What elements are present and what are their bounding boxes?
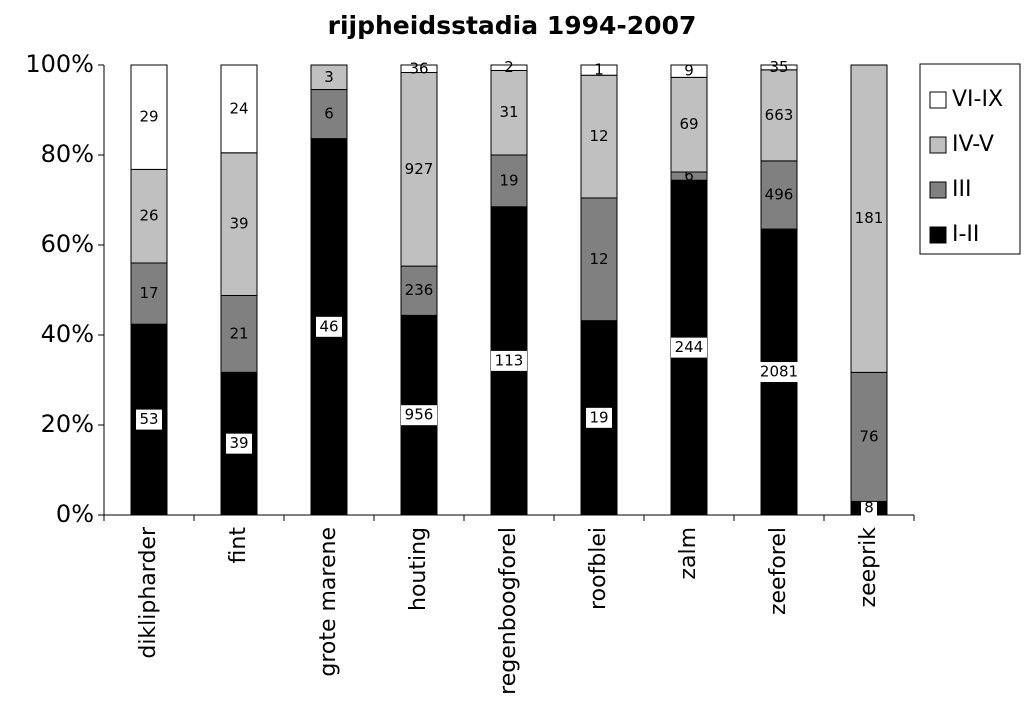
data-label: 26 <box>139 207 158 225</box>
data-label: 29 <box>139 108 158 126</box>
data-label: 36 <box>409 59 428 77</box>
legend-swatch <box>929 136 947 154</box>
bar-segment <box>400 72 438 267</box>
chart-title: rijpheidsstadia 1994-2007 <box>328 11 697 40</box>
bar-segment <box>490 69 528 156</box>
bar-segment <box>220 64 258 154</box>
data-label: 12 <box>589 250 608 268</box>
x-tick-label: houting <box>406 527 431 611</box>
bar-segment <box>400 64 438 74</box>
data-label: 496 <box>765 185 794 203</box>
y-tick-label: 60% <box>41 230 94 258</box>
bar-segment <box>850 371 888 502</box>
data-label: 1 <box>594 61 604 79</box>
data-label: 39 <box>229 434 248 452</box>
bar-segment <box>220 152 258 296</box>
data-label: 76 <box>859 427 878 445</box>
data-label: 3 <box>324 68 334 86</box>
data-label: 46 <box>319 317 338 335</box>
data-label: 6 <box>684 167 694 185</box>
data-label: 113 <box>495 351 524 369</box>
bar-segment <box>580 64 618 76</box>
data-label: 8 <box>864 499 874 517</box>
label-background <box>671 337 707 358</box>
data-label: 9 <box>684 62 694 80</box>
x-tick-label: fint <box>226 527 251 564</box>
legend-swatch <box>929 91 947 109</box>
label-background <box>401 405 437 426</box>
x-tick-label: zeeforel <box>766 527 791 615</box>
legend-label: I-II <box>952 222 979 247</box>
data-label: 244 <box>675 338 704 356</box>
bar-segment <box>130 262 168 325</box>
data-label: 39 <box>229 215 248 233</box>
data-label: 927 <box>405 160 434 178</box>
label-background <box>586 407 612 428</box>
bar-segment <box>580 197 618 322</box>
data-label: 35 <box>769 58 788 76</box>
data-label: 956 <box>405 406 434 424</box>
bar-segment <box>760 69 798 162</box>
label-background <box>226 433 252 454</box>
y-tick-label: 80% <box>41 140 94 168</box>
data-label: 12 <box>589 127 608 145</box>
legend-label: III <box>952 177 971 202</box>
bar-segment <box>760 64 798 71</box>
legend-label: IV-V <box>952 132 994 157</box>
data-label: 663 <box>765 106 794 124</box>
legend-swatch <box>929 226 947 244</box>
data-label: 53 <box>139 410 158 428</box>
label-background <box>756 362 802 383</box>
data-label: 6 <box>324 105 334 123</box>
x-tick-label: zeeprik <box>856 527 881 608</box>
data-label: 17 <box>139 284 158 302</box>
data-label: 2081 <box>760 363 798 381</box>
data-label: 19 <box>589 408 608 426</box>
data-label: 2 <box>504 58 514 76</box>
data-label: 19 <box>499 171 518 189</box>
data-label: 31 <box>499 103 518 121</box>
bar-segment <box>670 64 708 78</box>
bar-segment <box>310 64 348 91</box>
label-background <box>861 498 877 519</box>
y-tick-label: 0% <box>56 500 94 528</box>
y-tick-label: 100% <box>25 50 94 78</box>
data-label: 24 <box>229 99 248 117</box>
x-tick-label: roofblei <box>586 527 611 610</box>
y-tick-label: 20% <box>41 410 94 438</box>
data-label: 236 <box>405 281 434 299</box>
x-tick-label: regenboogforel <box>496 527 521 695</box>
data-label: 69 <box>679 115 698 133</box>
bar-segment <box>400 265 438 316</box>
bar-segment <box>310 89 348 140</box>
bar-segment <box>130 64 168 170</box>
y-tick-label: 40% <box>41 320 94 348</box>
bar-segment <box>850 64 888 373</box>
bar-segment <box>130 168 168 264</box>
bar-segment <box>580 74 618 199</box>
bar-segment <box>490 64 528 71</box>
label-background <box>316 316 342 337</box>
legend-swatch <box>929 181 947 199</box>
label-background <box>136 409 162 430</box>
bar-segment <box>490 154 528 208</box>
bar-segment <box>760 160 798 230</box>
x-tick-label: zalm <box>676 527 701 580</box>
x-tick-label: diklipharder <box>136 526 161 659</box>
x-tick-label: grote marene <box>316 527 341 677</box>
data-label: 181 <box>855 209 884 227</box>
legend-label: VI-IX <box>952 87 1003 112</box>
data-label: 21 <box>229 324 248 342</box>
label-background <box>491 350 527 371</box>
